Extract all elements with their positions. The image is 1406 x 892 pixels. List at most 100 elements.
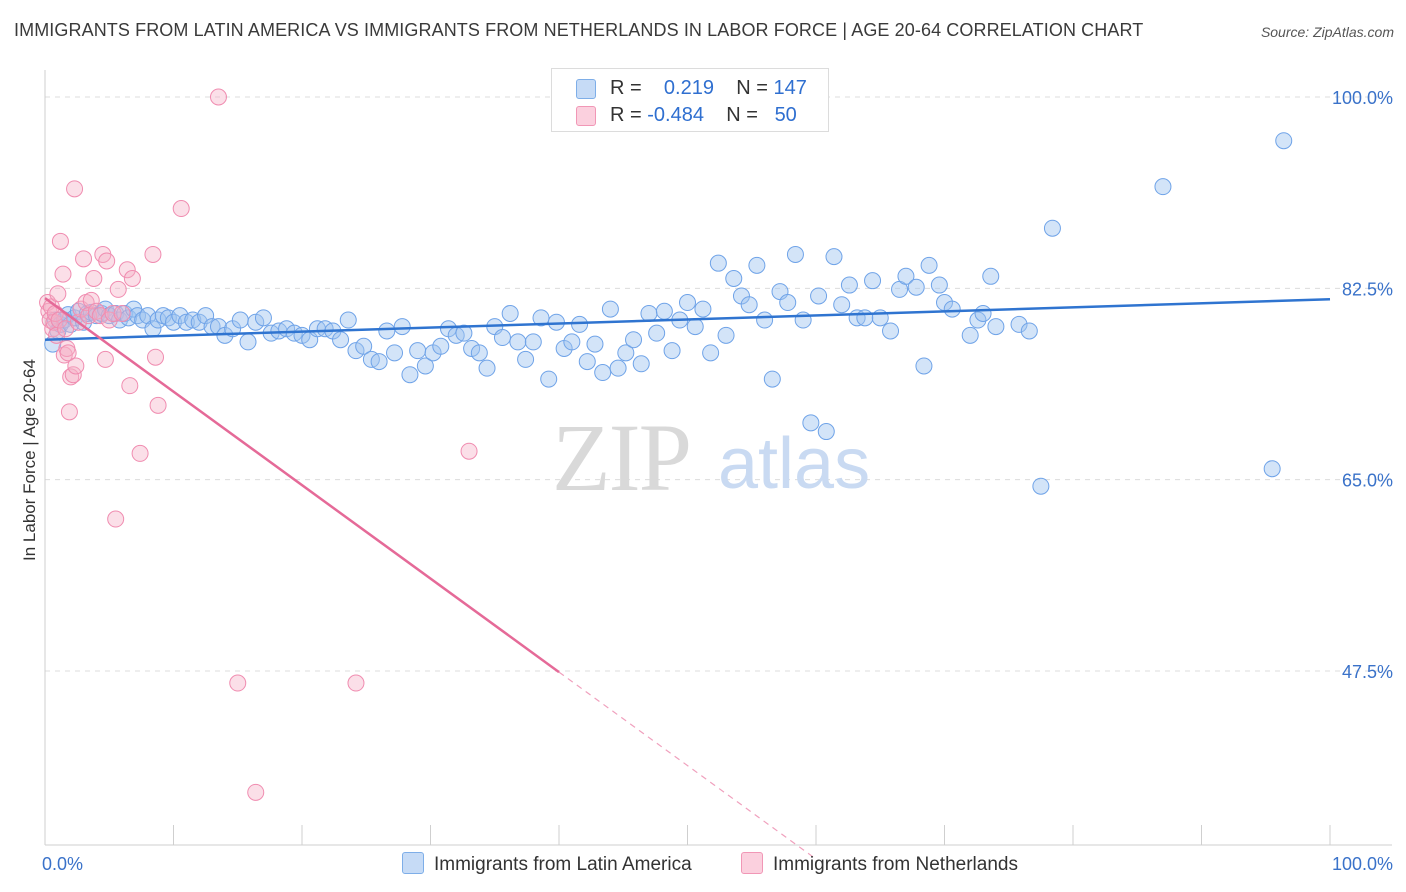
data-point (54, 265, 72, 283)
data-point (856, 309, 874, 327)
data-point (679, 294, 696, 312)
data-point (810, 287, 828, 305)
data-point (177, 313, 195, 331)
data-point (67, 357, 85, 375)
trend-lines (44, 297, 1331, 860)
gridlines (45, 96, 1392, 672)
data-point (817, 423, 835, 441)
y-tick-label: 100.0% (1332, 88, 1393, 108)
bottom-legend-label: Immigrants from Latin America (434, 854, 692, 875)
data-point (663, 342, 681, 360)
data-point (85, 269, 103, 287)
data-point (378, 322, 396, 340)
data-point (833, 296, 851, 314)
data-point (104, 304, 122, 322)
watermark-atlas: atlas (718, 424, 870, 504)
data-point (121, 377, 139, 395)
data-point (96, 350, 114, 368)
data-point (393, 318, 411, 336)
data-point (123, 269, 141, 287)
data-point (247, 783, 265, 801)
data-point (332, 331, 350, 349)
data-point (686, 318, 704, 336)
data-point (632, 355, 650, 373)
bottom-legend-label: Immigrants from Netherlands (773, 854, 1018, 875)
data-point (165, 313, 182, 331)
data-point (190, 313, 208, 331)
data-point (1154, 178, 1172, 196)
data-point (209, 88, 227, 106)
data-point (493, 329, 511, 347)
data-point (51, 232, 69, 250)
data-point (60, 403, 78, 421)
data-point (1010, 315, 1028, 333)
legend-r-label: R = (610, 104, 642, 126)
data-point (501, 304, 519, 322)
data-point (740, 296, 758, 314)
trend-line-netherlands-extension (558, 671, 817, 860)
data-point (66, 180, 84, 198)
data-point (802, 414, 820, 432)
data-point (882, 322, 900, 340)
bottom-legend-swatch-pink (741, 852, 763, 874)
data-point (517, 350, 535, 368)
data-point (897, 267, 915, 285)
data-point (197, 307, 215, 325)
data-point (231, 311, 249, 329)
data-point (1020, 322, 1038, 340)
data-point (578, 353, 596, 371)
data-point (987, 318, 1005, 336)
data-point (915, 357, 933, 375)
data-point (617, 344, 635, 362)
data-point (509, 333, 527, 351)
data-point (91, 307, 109, 325)
data-point (763, 370, 781, 388)
data-point (347, 674, 365, 692)
data-point (339, 311, 357, 329)
source-credit: Source: ZipAtlas.com (1260, 24, 1394, 40)
data-point (460, 442, 478, 460)
data-point (347, 342, 365, 360)
data-point (75, 250, 93, 268)
data-point (82, 291, 100, 309)
data-point (840, 276, 858, 294)
data-point (50, 311, 68, 329)
data-point (748, 256, 766, 274)
bottom-legend-latin-america: Immigrants from Latin America (402, 852, 692, 876)
data-point (1275, 132, 1293, 150)
data-point (409, 342, 427, 360)
data-point (930, 276, 948, 294)
data-point (961, 326, 979, 344)
data-point (109, 280, 127, 298)
data-point (470, 344, 488, 362)
data-point (943, 300, 961, 318)
bottom-legend-swatch-blue (402, 852, 424, 874)
data-point (118, 261, 136, 279)
data-point (149, 396, 167, 414)
data-point (1032, 477, 1050, 495)
data-point (478, 359, 496, 377)
tick-labels: 47.5% 65.0% 82.5% 100.0% 0.0% 100.0% (42, 88, 1393, 874)
data-point (640, 304, 658, 322)
data-point (586, 335, 604, 353)
y-axis-label: In Labor Force | Age 20-64 (20, 359, 39, 561)
legend-n-value: 50 (774, 104, 797, 126)
data-point (172, 200, 190, 218)
data-point (144, 245, 162, 263)
legend-n-label: N = (726, 104, 758, 126)
data-point (907, 278, 925, 296)
data-point (594, 364, 612, 382)
legend-n-label: N = (736, 77, 768, 99)
data-point (625, 331, 643, 349)
data-point (655, 302, 673, 320)
data-point (779, 294, 797, 312)
data-point (920, 256, 938, 274)
legend-n-value: 147 (773, 77, 807, 99)
data-point (131, 444, 149, 462)
data-point (355, 337, 373, 355)
series-latin-america-points (44, 132, 1293, 495)
data-point (171, 307, 189, 325)
data-point (386, 344, 404, 362)
correlation-legend: R = 0.219 N = 147 R = -0.484 N = 50 (551, 68, 829, 132)
